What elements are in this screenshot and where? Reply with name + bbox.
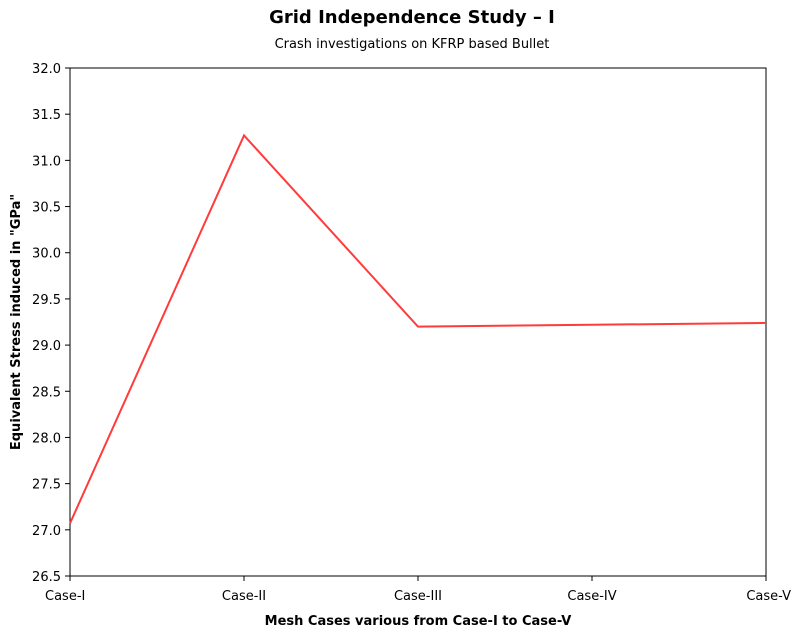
plot-area (69, 67, 767, 577)
x-tick-label: Case-I (45, 589, 85, 604)
x-axis-ticks: Case-I Case-II Case-III Case-IV Case-V (45, 576, 791, 604)
series-group (69, 133, 767, 524)
x-axis-label: Mesh Cases various from Case-I to Case-V (265, 614, 572, 629)
y-axis-ticks: 26.5 27.0 27.5 28.0 28.5 29.0 29.5 30.0 30.5 31.0… (32, 62, 70, 585)
y-tick-label: 27.5 (32, 478, 61, 493)
chart-subtitle: Crash investigations on KFRP based Bulle… (275, 37, 550, 52)
y-tick-label: 28.5 (32, 385, 61, 400)
series-line-0 (69, 133, 767, 524)
x-tick-label: Case-V (746, 589, 791, 604)
y-axis-label: Equivalent Stress induced in "GPa" (9, 194, 24, 450)
y-tick-label: 29.0 (32, 339, 61, 354)
y-tick-label: 28.0 (32, 431, 61, 446)
y-tick-label: 30.5 (32, 201, 61, 216)
y-tick-label: 27.0 (32, 524, 61, 539)
x-tick-label: Case-IV (567, 589, 616, 604)
chart-title: Grid Independence Study – I (269, 7, 555, 28)
x-tick-label: Case-II (222, 589, 266, 604)
y-tick-label: 31.5 (32, 108, 61, 123)
y-tick-label: 26.5 (32, 570, 61, 585)
y-tick-label: 32.0 (32, 62, 61, 77)
x-tick-label: Case-III (394, 589, 442, 604)
y-tick-label: 29.5 (32, 293, 61, 308)
y-tick-label: 30.0 (32, 247, 61, 262)
y-tick-label: 31.0 (32, 154, 61, 169)
